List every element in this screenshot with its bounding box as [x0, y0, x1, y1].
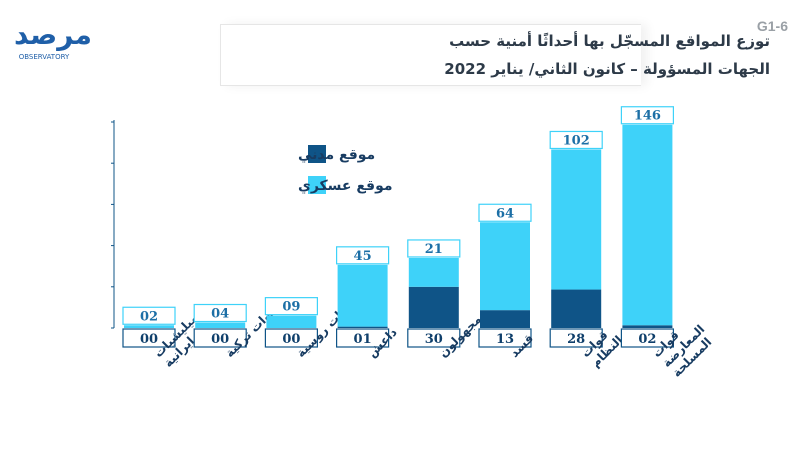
legend-label-military: موقع عسكري — [298, 178, 393, 195]
legend-swatch-civilian — [308, 145, 326, 163]
civilian-value-label: 00 — [211, 332, 229, 347]
civilian-value-label: 13 — [496, 332, 514, 347]
military-value-box — [620, 106, 675, 125]
bar-military — [551, 149, 602, 290]
civilian-value-label: 02 — [638, 332, 656, 347]
military-value-label: 45 — [354, 249, 372, 264]
military-value-label: 146 — [634, 109, 661, 124]
civilian-value-label: 30 — [425, 332, 443, 347]
military-value-box — [407, 239, 461, 258]
military-value-box — [336, 246, 390, 265]
civilian-value-box — [478, 328, 532, 348]
military-value-box — [264, 297, 318, 316]
military-value-box — [193, 303, 247, 323]
civilian-value-label: 00 — [140, 332, 158, 347]
chart-title-line-1: توزع المواقع المسجّل بها أحداثًا أمنية ح… — [449, 32, 770, 50]
title-box — [220, 24, 641, 86]
bar-civilian — [551, 289, 602, 328]
bar-military — [124, 325, 174, 328]
bar-civilian — [408, 286, 459, 328]
military-value-label: 64 — [496, 206, 514, 221]
civilian-value-box — [620, 328, 675, 348]
bar-military — [622, 124, 673, 326]
bar-military — [266, 315, 317, 328]
civilian-value-box — [264, 328, 318, 348]
civilian-value-box — [407, 328, 461, 348]
bar-military — [408, 257, 459, 287]
civilian-value-label: 01 — [354, 332, 372, 347]
military-value-box — [478, 203, 532, 222]
bar-civilian — [622, 325, 673, 328]
military-value-box — [122, 306, 176, 325]
civilian-value-box — [122, 328, 176, 348]
civilian-value-label: 28 — [567, 332, 585, 347]
logo-subtext: OBSERVATORY — [18, 53, 70, 61]
military-value-label: 102 — [563, 133, 590, 148]
military-value-label: 02 — [140, 309, 158, 324]
legend-label-civilian: موقع مدني — [298, 147, 375, 163]
chart-title-line-2: الجهات المسؤولة – كانون الثاني/ يناير 20… — [444, 60, 770, 78]
civilian-value-box — [336, 328, 390, 348]
military-value-label: 04 — [211, 307, 229, 322]
civilian-value-box — [549, 328, 603, 348]
civilian-value-box — [193, 328, 247, 348]
military-value-label: 21 — [425, 242, 443, 257]
legend-swatch-military — [308, 176, 326, 194]
military-value-box — [549, 130, 603, 150]
bar-civilian — [480, 310, 530, 328]
military-value-label: 09 — [282, 300, 300, 315]
civilian-value-label: 00 — [282, 332, 300, 347]
bar-military — [480, 222, 530, 311]
bar-civilian — [337, 326, 388, 328]
bar-military — [337, 264, 388, 327]
chart-code: G1-6 — [756, 18, 788, 34]
bar-military — [195, 322, 246, 328]
